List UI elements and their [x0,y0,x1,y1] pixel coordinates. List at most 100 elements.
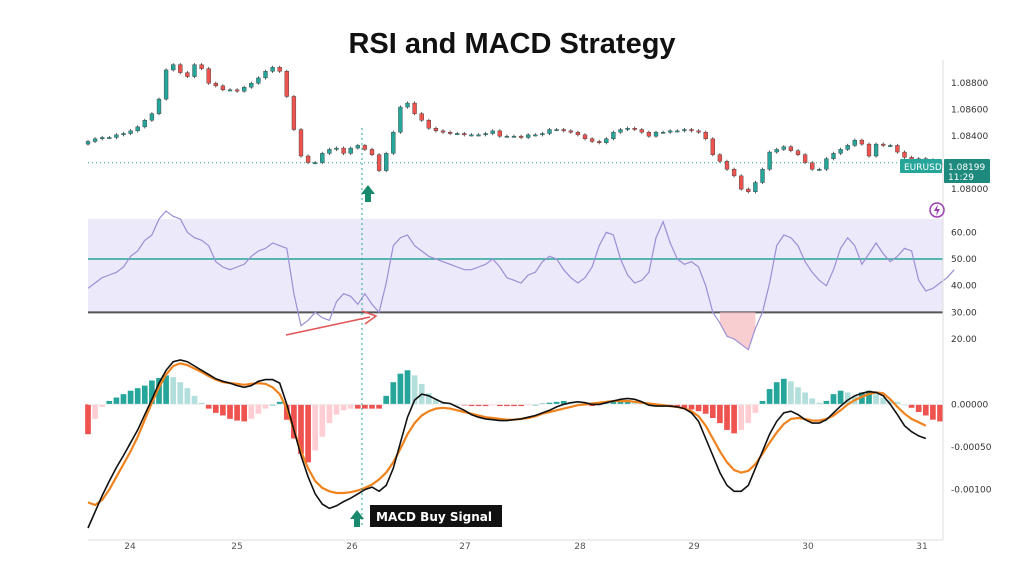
candle-body [362,145,368,150]
candle-body [547,129,552,134]
macd-buy-signal-label: MACD Buy Signal [370,505,502,527]
rsi-y-tick: 50.00 [951,255,977,265]
macd-histogram-bar [681,404,688,409]
candle-body [703,131,708,140]
macd-histogram-bar [163,375,169,405]
candle-body [376,154,382,171]
candle-body [710,138,715,155]
candle-body [412,102,417,114]
macd-histogram-bar [589,404,595,407]
candle-body [341,147,346,154]
candle-body [284,71,289,97]
macd-histogram-bar [291,404,297,439]
candle-body [668,130,673,133]
candle-body [831,153,836,159]
macd-y-tick: 0.00000 [951,400,988,410]
candle-body [419,113,424,121]
macd-histogram-bar [85,404,91,435]
macd-histogram-bar [227,404,233,419]
rsi-panel [87,210,955,351]
candle-body [242,86,247,92]
candle-body [746,188,751,192]
macd-histogram-bar [809,398,816,405]
macd-histogram-bar [156,377,162,405]
macd-histogram-bar [624,400,631,405]
candle-body [653,131,659,137]
price-y-tick: 1.08600 [951,106,988,116]
macd-line [87,359,927,529]
candle-body [646,131,652,137]
macd-histogram-bar [922,404,929,416]
macd-histogram-bar [333,404,340,415]
candle-body [121,133,126,136]
macd-histogram-bar [475,404,482,407]
last-price-label: 1.08199 [948,163,985,173]
macd-histogram-bar [880,397,887,405]
price-panel [85,63,943,194]
macd-histogram-bar [468,404,475,407]
candle-body [256,77,261,84]
candle-body [355,145,360,149]
macd-histogram-bar [191,395,198,405]
rsi-y-tick: 30.00 [951,308,977,318]
candle-body [873,143,879,157]
x-tick-label: 29 [688,542,700,552]
candle-body [838,149,843,154]
macd-histogram-bar [106,400,113,405]
candle-body [433,128,439,132]
macd-histogram-bar [511,404,517,407]
candle-body [199,64,204,69]
macd-histogram-bar [262,404,269,409]
macd-histogram-bar [312,404,319,451]
candle-body [611,131,616,140]
x-tick-label: 25 [231,542,242,552]
candle-body [156,98,162,114]
candle-body [582,134,588,140]
candle-body [660,131,666,134]
candle-body [639,129,644,133]
macd-histogram-bar [440,402,446,405]
candle-body [114,134,119,138]
candle-body [171,64,176,71]
candle-body [107,137,112,139]
macd-histogram-bar [383,395,390,405]
candle-body [817,169,822,171]
candle-body [731,169,737,177]
macd-histogram-bar [830,394,837,405]
macd-histogram-bar [298,404,304,454]
candle-body [504,135,510,138]
chart-title: RSI and MACD Strategy [348,28,676,60]
macd-histogram-bar [305,404,311,463]
macd-histogram-bar [766,389,773,405]
rsi-line [87,210,955,351]
macd-histogram-bar [617,400,624,405]
rsi-y-tick: 20.00 [951,335,977,345]
candle-body [589,138,595,142]
macd-histogram-bar [844,392,851,405]
candle-body [469,134,474,137]
macd-histogram-bar [248,404,255,419]
macd-histogram-bar [752,404,759,413]
macd-histogram-bar [205,404,212,409]
macd-histogram-bar [560,400,567,405]
candle-body [618,129,623,133]
candle-body [824,158,829,170]
rsi-band [88,219,943,313]
candle-body [497,130,502,137]
candle-body [689,129,694,132]
macd-histogram-bar [709,404,716,419]
candle-body [220,85,226,91]
candle-body [270,67,275,72]
macd-histogram-bar [688,404,695,410]
macd-histogram-bar [170,377,177,405]
macd-histogram-bar [780,378,787,405]
macd-histogram-bar [362,404,368,409]
lightning-icon[interactable] [929,202,945,218]
macd-buy-signal-text: MACD Buy Signal [376,510,492,524]
macd-histogram-bar [255,404,262,414]
macd-histogram-bar [390,382,397,405]
candle-body [334,147,339,150]
macd-histogram-bar [482,404,489,407]
candle-body [845,145,850,150]
